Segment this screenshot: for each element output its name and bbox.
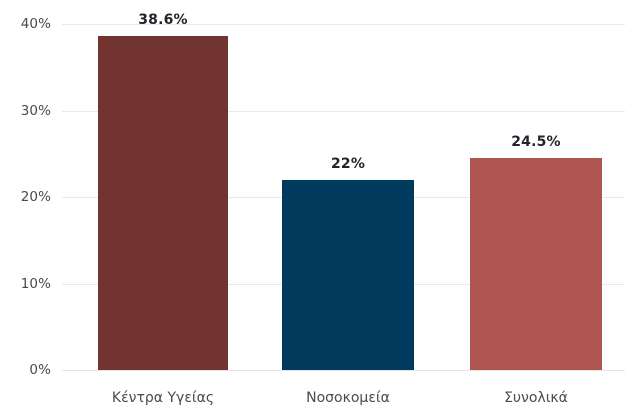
gridline-40 <box>62 24 625 25</box>
y-axis-tick-label: 10% <box>20 275 51 292</box>
y-axis-tick-label: 30% <box>20 102 51 119</box>
gridline-0 <box>62 370 625 371</box>
value-label-kentra-ygeias: 38.6% <box>138 12 188 28</box>
value-label-synolika: 24.5% <box>511 134 561 150</box>
bar-synolika[interactable] <box>470 158 602 370</box>
x-axis-label-synolika: Συνολικά <box>504 390 568 406</box>
gridline-30 <box>62 110 625 112</box>
plot-area: 38.6% 22% 24.5% Κέντρα Υγείας Νοσοκομεία… <box>62 0 625 418</box>
y-axis-tick-label: 40% <box>20 16 51 32</box>
x-axis-label-nosokomeia: Νοσοκομεία <box>306 390 390 406</box>
bar-nosokomeia[interactable] <box>282 180 414 370</box>
y-axis-tick-label: 0% <box>29 362 51 378</box>
y-axis-tick-label: 20% <box>20 189 51 205</box>
x-axis-label-kentra-ygeias: Κέντρα Υγείας <box>111 390 215 406</box>
value-label-nosokomeia: 22% <box>330 156 366 172</box>
bar-kentra-ygeias[interactable] <box>98 36 228 370</box>
